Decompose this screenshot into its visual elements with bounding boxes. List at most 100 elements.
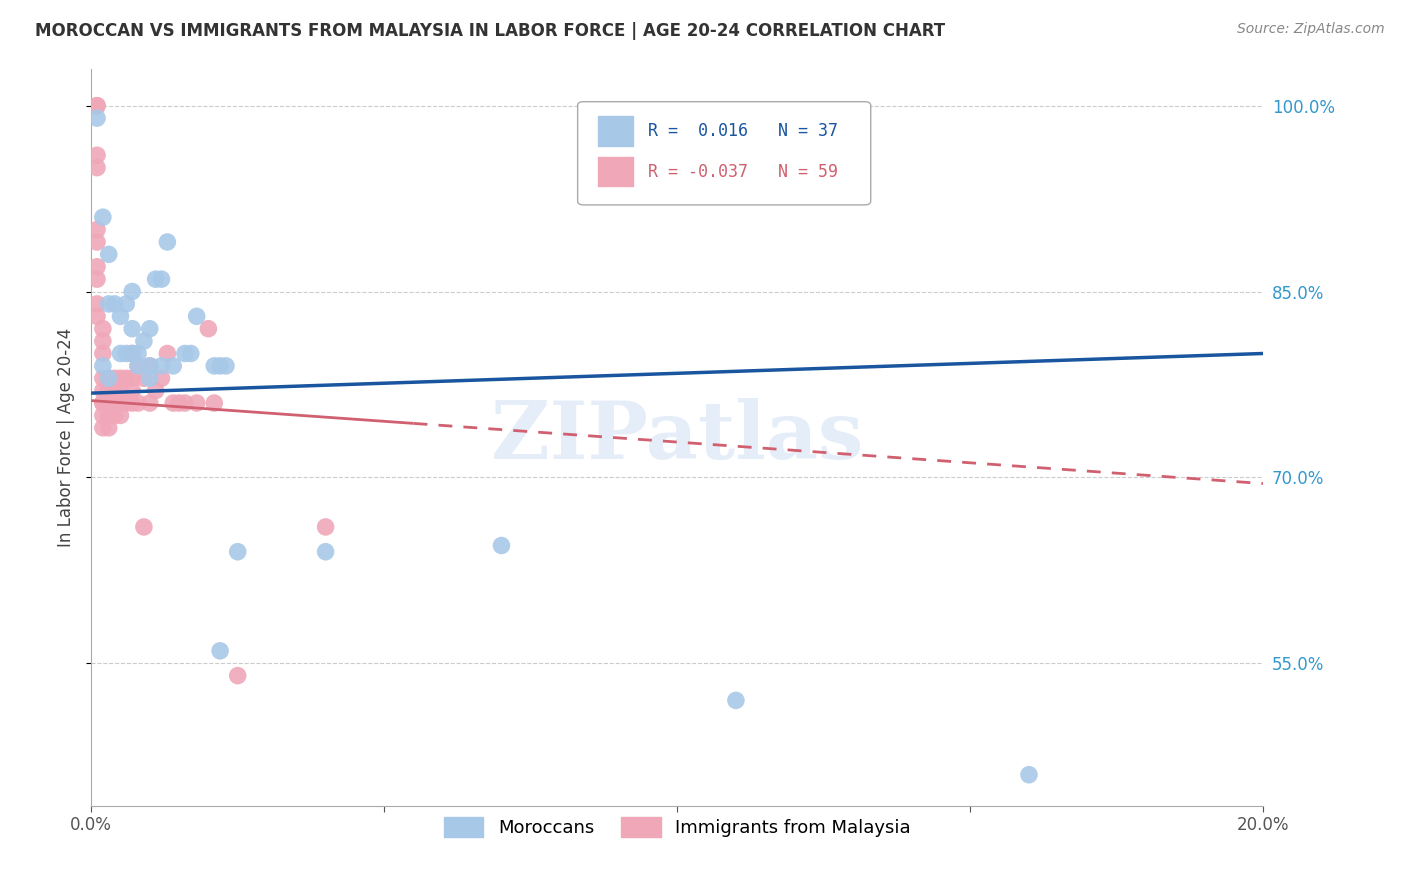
- Point: [97, 396, 120, 410]
- Point: [91, 396, 114, 410]
- Point: [104, 396, 127, 410]
- Point: [1018, 768, 1040, 782]
- Point: [121, 322, 143, 336]
- Point: [724, 693, 747, 707]
- Point: [104, 297, 127, 311]
- Point: [162, 396, 184, 410]
- Point: [121, 346, 143, 360]
- Legend: Moroccans, Immigrants from Malaysia: Moroccans, Immigrants from Malaysia: [436, 809, 918, 845]
- Point: [315, 520, 337, 534]
- Point: [150, 272, 173, 286]
- Point: [86, 161, 108, 175]
- Point: [127, 396, 149, 410]
- Point: [97, 384, 120, 398]
- Text: Source: ZipAtlas.com: Source: ZipAtlas.com: [1237, 22, 1385, 37]
- Point: [97, 297, 120, 311]
- Point: [91, 359, 114, 373]
- Point: [150, 371, 173, 385]
- Point: [86, 235, 108, 249]
- Text: R =  0.016   N = 37: R = 0.016 N = 37: [648, 122, 838, 140]
- Point: [115, 346, 138, 360]
- Point: [86, 260, 108, 274]
- Point: [86, 222, 108, 236]
- Point: [97, 396, 120, 410]
- Point: [139, 359, 162, 373]
- Point: [132, 520, 155, 534]
- Point: [91, 371, 114, 385]
- Point: [127, 359, 149, 373]
- Point: [167, 396, 190, 410]
- Point: [180, 346, 202, 360]
- Point: [186, 396, 208, 410]
- Point: [97, 371, 120, 385]
- Point: [91, 334, 114, 348]
- Point: [197, 322, 219, 336]
- Point: [127, 359, 149, 373]
- Point: [139, 322, 162, 336]
- Point: [174, 346, 197, 360]
- Point: [174, 396, 197, 410]
- Point: [91, 322, 114, 336]
- Point: [145, 272, 167, 286]
- Point: [97, 371, 120, 385]
- Point: [186, 310, 208, 324]
- Point: [145, 384, 167, 398]
- Point: [156, 235, 179, 249]
- Point: [97, 384, 120, 398]
- Point: [139, 396, 162, 410]
- Point: [110, 396, 132, 410]
- Text: R = -0.037   N = 59: R = -0.037 N = 59: [648, 162, 838, 181]
- Bar: [598, 157, 633, 186]
- Point: [491, 539, 513, 553]
- Point: [97, 396, 120, 410]
- Point: [86, 272, 108, 286]
- Point: [121, 346, 143, 360]
- Point: [86, 111, 108, 125]
- Point: [86, 148, 108, 162]
- Text: ZIPatlas: ZIPatlas: [491, 398, 863, 476]
- Point: [91, 210, 114, 224]
- Point: [139, 359, 162, 373]
- Point: [150, 359, 173, 373]
- Point: [226, 545, 249, 559]
- Point: [91, 409, 114, 423]
- Point: [209, 359, 232, 373]
- Point: [209, 644, 232, 658]
- Point: [97, 247, 120, 261]
- Point: [110, 310, 132, 324]
- Point: [115, 371, 138, 385]
- Point: [86, 297, 108, 311]
- Point: [162, 359, 184, 373]
- FancyBboxPatch shape: [578, 102, 870, 205]
- Point: [121, 396, 143, 410]
- Point: [86, 310, 108, 324]
- Point: [91, 346, 114, 360]
- Point: [202, 359, 225, 373]
- Point: [104, 409, 127, 423]
- Point: [86, 98, 108, 112]
- Point: [127, 346, 149, 360]
- Point: [121, 371, 143, 385]
- Point: [226, 668, 249, 682]
- Point: [91, 384, 114, 398]
- Point: [104, 371, 127, 385]
- Point: [86, 98, 108, 112]
- Point: [97, 409, 120, 423]
- Point: [202, 396, 225, 410]
- Bar: [598, 117, 633, 146]
- Point: [121, 384, 143, 398]
- Point: [110, 346, 132, 360]
- Point: [91, 421, 114, 435]
- Point: [132, 371, 155, 385]
- Point: [115, 396, 138, 410]
- Point: [91, 396, 114, 410]
- Point: [110, 384, 132, 398]
- Point: [115, 297, 138, 311]
- Point: [110, 409, 132, 423]
- Point: [315, 545, 337, 559]
- Point: [139, 371, 162, 385]
- Point: [215, 359, 238, 373]
- Point: [104, 384, 127, 398]
- Point: [121, 285, 143, 299]
- Point: [110, 371, 132, 385]
